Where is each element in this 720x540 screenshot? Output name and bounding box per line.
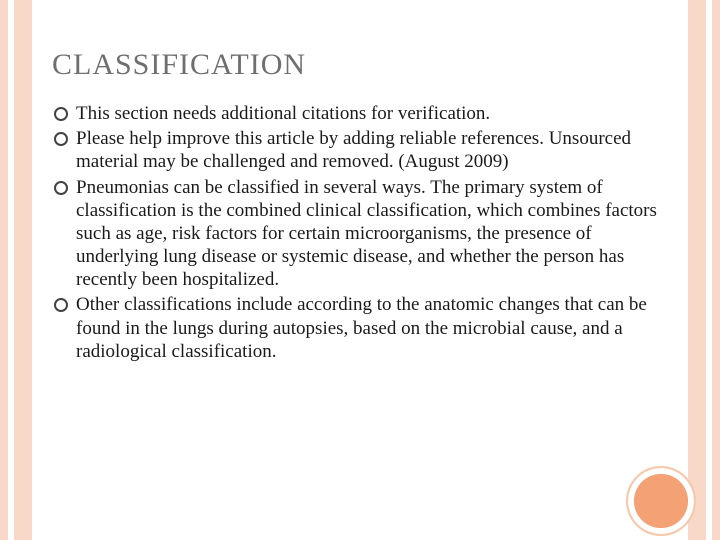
slide-title: CLASSIFICATION <box>52 48 668 82</box>
accent-circle-icon <box>626 466 696 536</box>
left-border-stripes <box>0 0 32 540</box>
bullet-item: Please help improve this article by addi… <box>52 127 668 173</box>
bullet-list: This section needs additional citations … <box>52 102 668 363</box>
bullet-item: This section needs additional citations … <box>52 102 668 125</box>
slide-content: CLASSIFICATION This section needs additi… <box>52 48 668 365</box>
bullet-item: Other classifications include according … <box>52 293 668 363</box>
bullet-item: Pneumonias can be classified in several … <box>52 176 668 292</box>
right-border-stripes <box>688 0 720 540</box>
